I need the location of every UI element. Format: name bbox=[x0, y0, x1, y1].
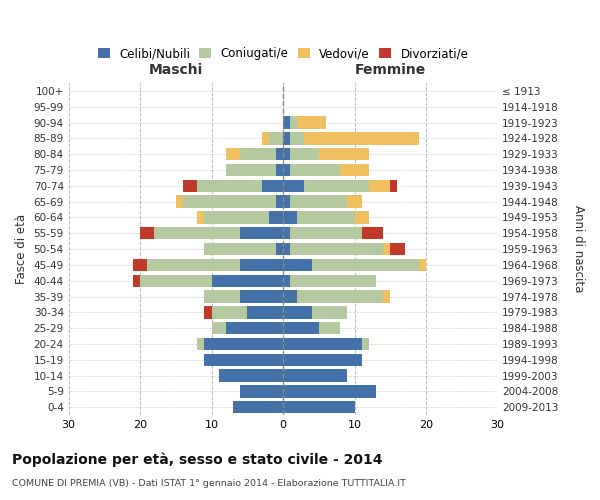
Bar bbox=[212, 306, 247, 318]
Bar bbox=[298, 212, 355, 224]
Bar bbox=[290, 227, 362, 239]
Bar bbox=[283, 401, 355, 413]
Bar bbox=[276, 196, 283, 208]
Bar bbox=[362, 338, 369, 350]
Bar bbox=[283, 227, 290, 239]
Bar bbox=[219, 370, 283, 382]
Bar bbox=[290, 274, 376, 287]
Bar bbox=[340, 164, 369, 176]
Bar bbox=[212, 274, 283, 287]
Bar bbox=[140, 227, 154, 239]
Bar bbox=[290, 148, 319, 160]
Bar bbox=[226, 164, 276, 176]
Bar bbox=[240, 227, 283, 239]
Bar bbox=[212, 322, 226, 334]
Bar bbox=[276, 243, 283, 255]
Bar bbox=[269, 132, 283, 144]
Bar bbox=[247, 306, 283, 318]
Bar bbox=[205, 338, 283, 350]
Bar bbox=[233, 401, 283, 413]
Bar bbox=[283, 274, 290, 287]
Bar bbox=[283, 258, 311, 271]
Bar bbox=[276, 148, 283, 160]
Bar bbox=[304, 180, 369, 192]
Bar bbox=[205, 212, 269, 224]
Bar bbox=[147, 258, 240, 271]
Text: Popolazione per età, sesso e stato civile - 2014: Popolazione per età, sesso e stato civil… bbox=[12, 452, 383, 467]
Bar bbox=[197, 212, 205, 224]
Bar bbox=[283, 306, 311, 318]
Bar bbox=[283, 116, 290, 128]
Bar bbox=[290, 196, 347, 208]
Bar bbox=[283, 290, 298, 302]
Bar bbox=[205, 243, 276, 255]
Y-axis label: Fasce di età: Fasce di età bbox=[15, 214, 28, 284]
Bar bbox=[183, 180, 197, 192]
Bar bbox=[283, 196, 290, 208]
Bar bbox=[276, 164, 283, 176]
Bar bbox=[390, 243, 404, 255]
Bar bbox=[311, 306, 347, 318]
Bar bbox=[362, 227, 383, 239]
Text: Maschi: Maschi bbox=[149, 64, 203, 78]
Bar bbox=[240, 258, 283, 271]
Bar bbox=[304, 132, 419, 144]
Bar bbox=[283, 132, 290, 144]
Bar bbox=[290, 164, 340, 176]
Text: Femmine: Femmine bbox=[355, 64, 426, 78]
Bar bbox=[419, 258, 426, 271]
Bar bbox=[283, 354, 362, 366]
Bar bbox=[240, 290, 283, 302]
Bar bbox=[205, 290, 240, 302]
Bar bbox=[355, 212, 369, 224]
Y-axis label: Anni di nascita: Anni di nascita bbox=[572, 206, 585, 293]
Bar bbox=[140, 274, 212, 287]
Bar bbox=[226, 148, 240, 160]
Bar bbox=[133, 274, 140, 287]
Bar bbox=[283, 180, 304, 192]
Bar bbox=[283, 243, 290, 255]
Bar bbox=[283, 164, 290, 176]
Bar bbox=[205, 354, 283, 366]
Bar bbox=[319, 148, 369, 160]
Bar bbox=[183, 196, 276, 208]
Bar bbox=[290, 132, 304, 144]
Bar bbox=[283, 322, 319, 334]
Bar bbox=[262, 132, 269, 144]
Bar bbox=[383, 290, 390, 302]
Bar bbox=[133, 258, 147, 271]
Bar bbox=[283, 212, 298, 224]
Bar bbox=[240, 385, 283, 398]
Bar bbox=[290, 116, 298, 128]
Bar bbox=[319, 322, 340, 334]
Bar bbox=[283, 338, 362, 350]
Bar bbox=[262, 180, 283, 192]
Bar bbox=[269, 212, 283, 224]
Bar bbox=[240, 148, 276, 160]
Bar bbox=[390, 180, 397, 192]
Bar bbox=[197, 338, 205, 350]
Bar bbox=[290, 243, 383, 255]
Bar bbox=[283, 148, 290, 160]
Bar bbox=[311, 258, 419, 271]
Bar bbox=[383, 243, 390, 255]
Bar bbox=[226, 322, 283, 334]
Bar bbox=[298, 290, 383, 302]
Bar bbox=[154, 227, 240, 239]
Bar bbox=[197, 180, 262, 192]
Bar bbox=[205, 306, 212, 318]
Bar bbox=[298, 116, 326, 128]
Bar bbox=[283, 370, 347, 382]
Legend: Celibi/Nubili, Coniugati/e, Vedovi/e, Divorziati/e: Celibi/Nubili, Coniugati/e, Vedovi/e, Di… bbox=[93, 42, 473, 65]
Text: COMUNE DI PREMIA (VB) - Dati ISTAT 1° gennaio 2014 - Elaborazione TUTTITALIA.IT: COMUNE DI PREMIA (VB) - Dati ISTAT 1° ge… bbox=[12, 479, 406, 488]
Bar bbox=[369, 180, 390, 192]
Bar bbox=[176, 196, 183, 208]
Bar bbox=[347, 196, 362, 208]
Bar bbox=[283, 385, 376, 398]
